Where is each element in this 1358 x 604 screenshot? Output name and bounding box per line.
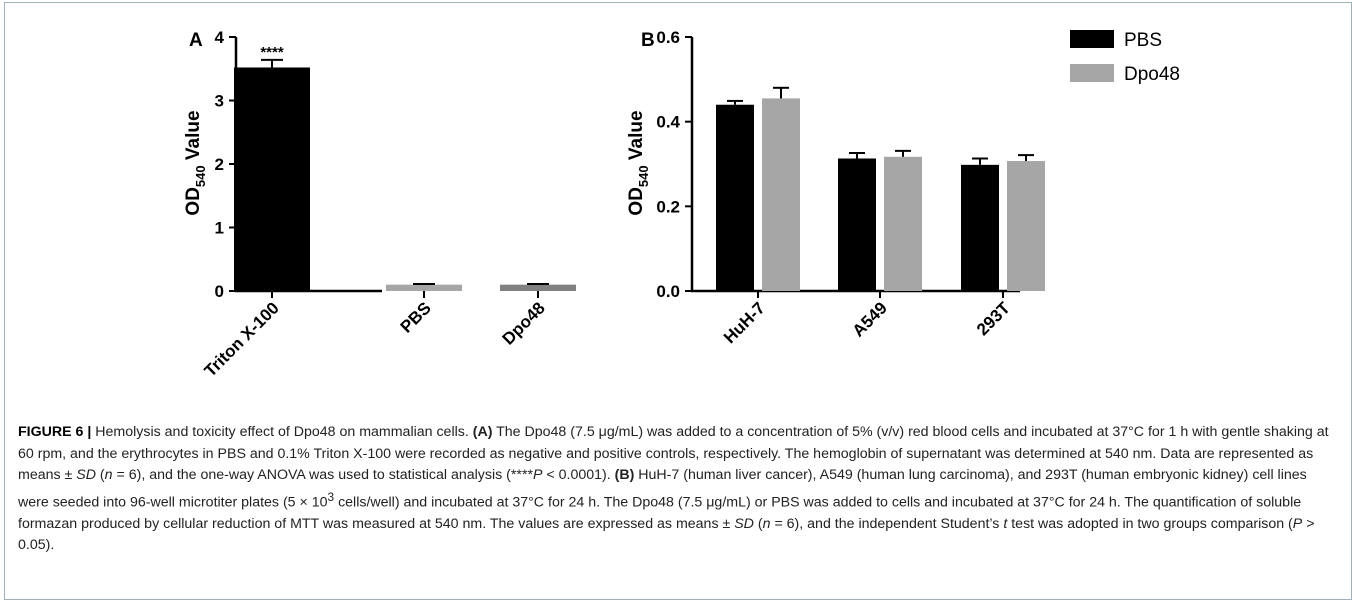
bar-0 xyxy=(838,158,876,291)
caption-sup: 3 xyxy=(327,489,335,504)
x-tick-label: A549 xyxy=(849,298,891,340)
figure-caption: FIGURE 6 | Hemolysis and toxicity effect… xyxy=(18,422,1340,557)
legend-label: PBS xyxy=(1124,30,1162,51)
bar-1 xyxy=(762,98,800,291)
y-tick-label: 1 xyxy=(215,219,224,238)
bar xyxy=(386,284,462,291)
x-tick-label: HuH-7 xyxy=(720,298,769,347)
x-tick-label: PBS xyxy=(397,298,435,336)
x-tick-label: 293T xyxy=(973,298,1014,339)
caption-a-text: < 0.0001). xyxy=(542,467,615,483)
caption-p: P xyxy=(1292,515,1303,532)
y-tick-label: 0.4 xyxy=(656,113,680,132)
legend-label: Dpo48 xyxy=(1124,64,1180,85)
bar xyxy=(234,67,310,291)
legend-swatch xyxy=(1070,64,1114,82)
caption-title: Hemolysis and toxicity effect of Dpo48 o… xyxy=(91,424,473,440)
x-tick-label: Triton X-100 xyxy=(201,298,283,380)
y-tick-label: 4 xyxy=(215,28,225,47)
bar xyxy=(500,284,576,291)
bar-1 xyxy=(1007,161,1045,291)
figure-frame xyxy=(4,2,1352,600)
caption-a-text: = 6), and the one-way ANOVA was used to … xyxy=(112,467,533,483)
y-tick-label: 0.6 xyxy=(656,28,680,47)
caption-ref-a: (A) xyxy=(472,424,493,440)
bar-1 xyxy=(884,156,922,291)
caption-b-text: test was adopted in two groups compariso… xyxy=(1007,515,1293,532)
bar-0 xyxy=(716,104,754,291)
caption-sd: SD xyxy=(734,515,754,532)
caption-ref-b: (B) xyxy=(614,467,635,483)
caption-b-text: ( xyxy=(753,515,763,532)
y-axis-label-subscript: 540 xyxy=(636,165,651,187)
y-tick-label: 2 xyxy=(215,155,224,174)
panel-label-a: A xyxy=(189,30,203,51)
y-tick-label: 3 xyxy=(215,92,224,111)
caption-a-text: The Dpo48 (7.5 μg/mL) was added to a con… xyxy=(18,424,1329,483)
caption-sd: SD xyxy=(76,467,96,483)
bar-0 xyxy=(961,164,999,291)
caption-n: n xyxy=(104,467,113,483)
figure-label: FIGURE 6 | xyxy=(18,424,92,440)
caption-b-text: cells/well) and incubated at 37°C for 24… xyxy=(18,494,1302,532)
caption-b-text: = 6), and the independent Student’s xyxy=(770,515,1004,532)
caption-t: t xyxy=(1003,515,1008,532)
caption-b-text: HuH-7 (human liver cancer), A549 (human … xyxy=(18,467,1307,511)
caption-n: n xyxy=(762,515,771,532)
y-axis-label-subscript: 540 xyxy=(193,165,208,187)
y-tick-label: 0 xyxy=(215,282,224,301)
legend-swatch xyxy=(1070,30,1114,48)
caption-a-text: ( xyxy=(95,467,105,483)
y-axis-label-rest: Value xyxy=(183,110,204,165)
y-axis-label-rest: Value xyxy=(626,110,647,165)
caption-b-text: > 0.05). xyxy=(18,515,1315,554)
significance-label: **** xyxy=(260,44,284,61)
y-tick-label: 0.0 xyxy=(656,282,680,301)
panel-label-b: B xyxy=(641,30,655,51)
y-axis-label: OD540 Value xyxy=(626,110,651,215)
caption-p: P xyxy=(533,467,543,483)
y-axis-label-main: OD xyxy=(183,187,204,216)
x-tick-label: Dpo48 xyxy=(499,298,549,348)
y-tick-label: 0.2 xyxy=(656,197,680,216)
y-axis-label: OD540 Value xyxy=(183,110,208,215)
y-axis-label-main: OD xyxy=(626,187,647,216)
